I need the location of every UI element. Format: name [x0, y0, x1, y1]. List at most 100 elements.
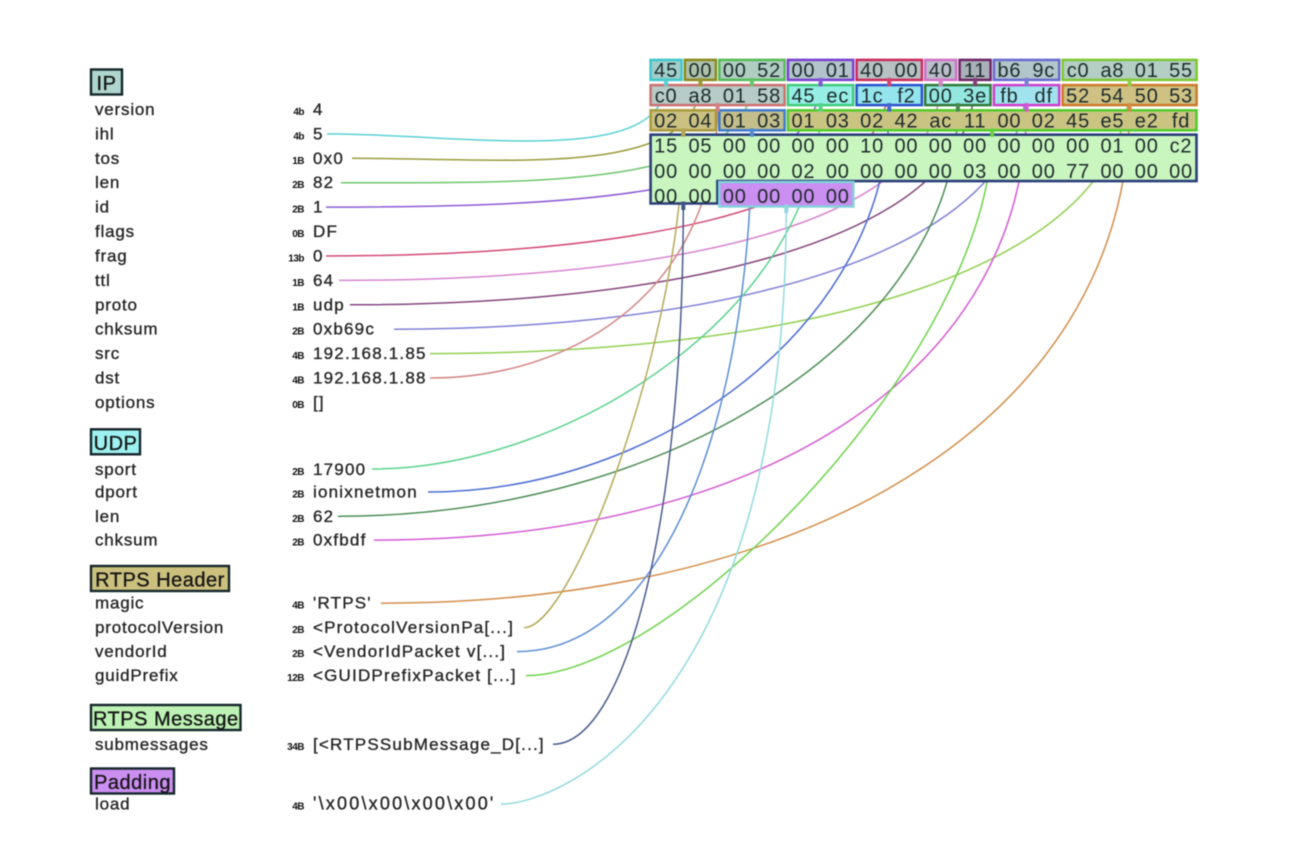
- svg-text:[<RTPSSubMessage_D[...]: [<RTPSSubMessage_D[...]: [313, 735, 545, 754]
- svg-text:55: 55: [1169, 60, 1193, 82]
- svg-text:00: 00: [791, 136, 815, 158]
- svg-text:1c: 1c: [861, 85, 884, 107]
- svg-text:4b: 4b: [293, 107, 304, 118]
- svg-text:00: 00: [723, 60, 747, 82]
- svg-text:UDP: UDP: [94, 433, 138, 455]
- svg-text:chksum: chksum: [95, 531, 158, 550]
- svg-text:DF: DF: [313, 222, 338, 241]
- svg-text:52: 52: [757, 60, 781, 82]
- svg-text:2B: 2B: [292, 327, 304, 338]
- svg-text:62: 62: [313, 507, 334, 526]
- svg-text:42: 42: [894, 111, 918, 133]
- svg-text:00: 00: [723, 186, 747, 208]
- svg-text:12B: 12B: [287, 673, 304, 684]
- svg-text:15: 15: [654, 136, 678, 158]
- svg-text:2B: 2B: [292, 625, 304, 636]
- svg-text:00: 00: [1032, 161, 1056, 183]
- svg-text:54: 54: [1100, 85, 1124, 107]
- svg-text:00: 00: [894, 60, 918, 82]
- svg-text:2B: 2B: [292, 467, 304, 478]
- svg-text:options: options: [95, 393, 155, 412]
- svg-text:11: 11: [964, 111, 986, 133]
- svg-text:02: 02: [860, 111, 884, 133]
- svg-text:00: 00: [757, 161, 781, 183]
- svg-text:40: 40: [929, 60, 953, 82]
- svg-text:00: 00: [963, 136, 987, 158]
- svg-text:c0: c0: [655, 85, 678, 107]
- svg-text:f2: f2: [897, 85, 915, 107]
- svg-text:00: 00: [826, 161, 850, 183]
- svg-text:00: 00: [757, 186, 781, 208]
- svg-text:00: 00: [723, 136, 747, 158]
- svg-text:src: src: [95, 344, 120, 363]
- svg-text:04: 04: [688, 111, 712, 133]
- svg-text:00: 00: [826, 136, 850, 158]
- svg-text:protocolVersion: protocolVersion: [95, 618, 224, 637]
- svg-text:ionixnetmon: ionixnetmon: [313, 483, 418, 502]
- svg-text:ihl: ihl: [95, 124, 114, 143]
- svg-text:02: 02: [1032, 111, 1056, 133]
- svg-text:fb: fb: [1000, 85, 1018, 107]
- svg-text:Padding: Padding: [94, 772, 171, 794]
- svg-text:00: 00: [1169, 161, 1193, 183]
- svg-text:00: 00: [1135, 136, 1159, 158]
- svg-text:2B: 2B: [292, 180, 304, 191]
- svg-text:0B: 0B: [292, 229, 304, 240]
- svg-text:c0: c0: [1067, 60, 1090, 82]
- svg-text:'RTPS': 'RTPS': [313, 594, 372, 613]
- svg-text:17900: 17900: [313, 460, 366, 479]
- svg-text:00: 00: [723, 161, 747, 183]
- svg-text:53: 53: [1169, 85, 1193, 107]
- svg-text:RTPS Header: RTPS Header: [95, 570, 225, 592]
- svg-text:flags: flags: [95, 222, 135, 241]
- svg-text:00: 00: [826, 186, 850, 208]
- svg-text:00: 00: [860, 161, 884, 183]
- svg-text:58: 58: [757, 85, 781, 107]
- svg-text:frag: frag: [95, 247, 128, 266]
- svg-text:00: 00: [997, 111, 1021, 133]
- svg-text:proto: proto: [95, 295, 138, 314]
- svg-text:64: 64: [313, 271, 334, 290]
- svg-text:len: len: [95, 507, 120, 526]
- svg-text:1B: 1B: [292, 156, 304, 167]
- svg-text:sport: sport: [95, 460, 137, 479]
- svg-text:fd: fd: [1172, 111, 1190, 133]
- svg-text:0B: 0B: [292, 400, 304, 411]
- svg-text:IP: IP: [97, 73, 117, 95]
- svg-text:03: 03: [826, 111, 850, 133]
- svg-text:01: 01: [723, 85, 747, 107]
- svg-text:0xb69c: 0xb69c: [313, 320, 375, 339]
- svg-text:03: 03: [963, 161, 987, 183]
- svg-text:82: 82: [313, 173, 334, 192]
- svg-text:len: len: [95, 173, 120, 192]
- svg-text:chksum: chksum: [95, 320, 158, 339]
- svg-text:2B: 2B: [292, 514, 304, 525]
- svg-text:0x0: 0x0: [313, 149, 344, 168]
- svg-text:udp: udp: [313, 295, 345, 314]
- svg-text:02: 02: [791, 161, 815, 183]
- svg-text:01: 01: [1100, 136, 1124, 158]
- svg-text:1: 1: [313, 198, 324, 217]
- svg-text:2B: 2B: [292, 649, 304, 660]
- svg-text:00: 00: [894, 136, 918, 158]
- svg-text:192.168.1.88: 192.168.1.88: [313, 369, 427, 388]
- svg-text:45: 45: [791, 85, 815, 107]
- svg-text:4b: 4b: [293, 131, 304, 142]
- svg-text:03: 03: [757, 111, 781, 133]
- svg-text:ac: ac: [929, 111, 952, 133]
- svg-text:e2: e2: [1135, 111, 1159, 133]
- svg-text:00: 00: [757, 136, 781, 158]
- svg-text:00: 00: [654, 186, 678, 208]
- svg-text:0xfbdf: 0xfbdf: [313, 531, 367, 550]
- svg-text:c2: c2: [1170, 136, 1193, 158]
- svg-text:45: 45: [654, 60, 678, 82]
- svg-text:00: 00: [688, 186, 712, 208]
- svg-text:00: 00: [1066, 136, 1090, 158]
- svg-text:00: 00: [688, 60, 712, 82]
- svg-text:a8: a8: [1100, 60, 1124, 82]
- svg-text:2B: 2B: [292, 205, 304, 216]
- svg-text:01: 01: [723, 111, 747, 133]
- svg-text:01: 01: [1135, 60, 1159, 82]
- svg-text:submessages: submessages: [95, 735, 209, 754]
- svg-text:00: 00: [791, 186, 815, 208]
